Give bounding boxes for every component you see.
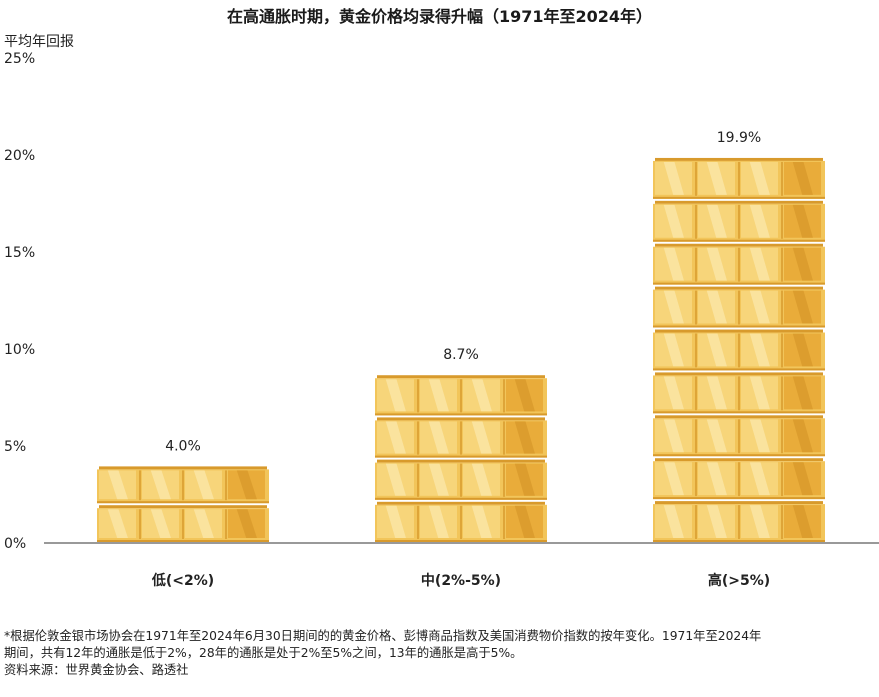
gold-ingot-row bbox=[375, 417, 547, 458]
footnote: *根据伦敦金银市场协会在1971年至2024年6月30日期间的的黄金价格、彭博商… bbox=[4, 628, 876, 679]
value-label: 8.7% bbox=[443, 347, 479, 363]
gold-ingot-row bbox=[653, 372, 825, 414]
gold-ingot-row bbox=[653, 415, 825, 457]
bar-2 bbox=[375, 375, 547, 542]
y-tick-label: 10% bbox=[4, 342, 35, 358]
bar-1 bbox=[97, 466, 269, 542]
footnote-line-2: 期间，共有12年的通胀是低于2%，28年的通胀是处于2%至5%之间，13年的通胀… bbox=[4, 646, 523, 660]
category-label: 中(2%-5%) bbox=[421, 572, 501, 589]
gold-ingot-row bbox=[653, 286, 825, 328]
gold-ingot-row bbox=[375, 501, 547, 542]
value-label: 19.9% bbox=[717, 130, 761, 146]
y-tick-label: 20% bbox=[4, 148, 35, 164]
y-tick-label: 15% bbox=[4, 245, 35, 261]
category-label: 低(<2%) bbox=[151, 572, 214, 589]
gold-ingot-row bbox=[97, 466, 269, 504]
chart-title: 在高通胀时期，黄金价格均录得升幅（1971年至2024年） bbox=[226, 7, 653, 26]
value-label: 4.0% bbox=[165, 438, 201, 454]
bar-3 bbox=[653, 157, 825, 542]
gold-ingot-row bbox=[653, 501, 825, 542]
gold-ingot-row bbox=[653, 458, 825, 500]
gold-ingot-row bbox=[653, 329, 825, 371]
category-label: 高(>5%) bbox=[708, 572, 770, 589]
y-tick-label: 25% bbox=[4, 51, 35, 67]
gold-ingot-row bbox=[653, 200, 825, 242]
gold-ingot-row bbox=[97, 505, 269, 542]
footnote-line-1: *根据伦敦金银市场协会在1971年至2024年6月30日期间的的黄金价格、彭博商… bbox=[4, 629, 762, 643]
gold-ingot-row bbox=[375, 459, 547, 500]
y-tick-label: 5% bbox=[4, 439, 26, 455]
gold-ingot-row bbox=[375, 375, 547, 416]
y-tick-label: 0% bbox=[4, 536, 26, 552]
y-axis-label: 平均年回报 bbox=[4, 34, 74, 50]
gold-ingot-row bbox=[653, 157, 825, 199]
source-note: 资料来源：世界黄金协会、路透社 bbox=[4, 663, 189, 677]
gold-ingot-row bbox=[653, 243, 825, 285]
